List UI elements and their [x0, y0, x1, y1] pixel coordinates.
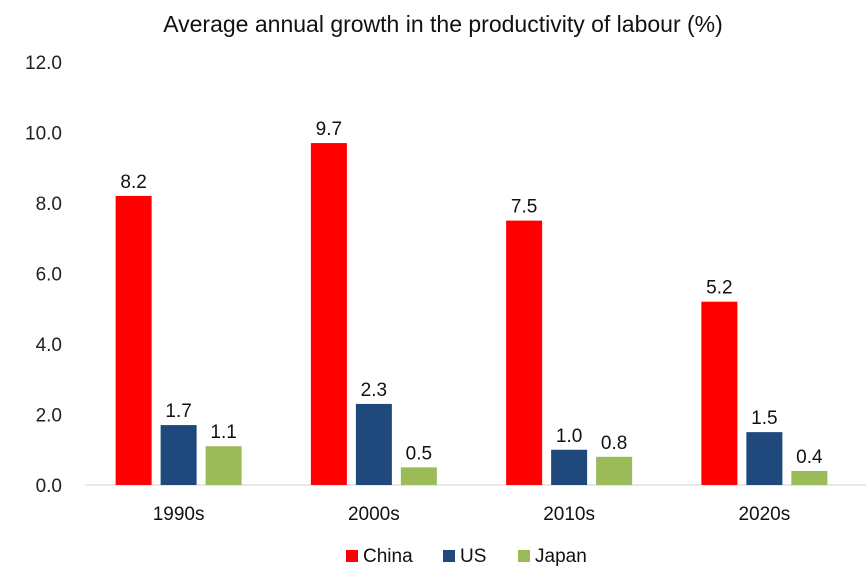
- legend-item-japan: Japan: [518, 546, 587, 567]
- legend-swatch: [346, 550, 358, 562]
- x-category-label: 2020s: [738, 504, 790, 525]
- bar-us-1990s: [160, 425, 197, 485]
- bar-japan-1990s: [205, 446, 242, 485]
- y-tick-label: 12.0: [25, 53, 62, 74]
- legend-label: Japan: [535, 546, 587, 567]
- bar-us-2010s: [551, 449, 588, 485]
- data-label-us-2020s: 1.5: [751, 408, 777, 429]
- legend-item-china: China: [346, 546, 413, 567]
- chart-title: Average annual growth in the productivit…: [163, 11, 723, 37]
- legend-swatch: [443, 550, 455, 562]
- data-label-china-2000s: 9.7: [316, 119, 342, 140]
- data-label-china-2020s: 5.2: [706, 278, 732, 299]
- data-label-japan-2010s: 0.8: [601, 433, 627, 454]
- bar-japan-2010s: [596, 456, 633, 485]
- bar-japan-2000s: [400, 467, 437, 485]
- bar-china-2020s: [701, 301, 738, 485]
- data-label-us-2010s: 1.0: [556, 426, 582, 447]
- legend-label: China: [363, 546, 413, 567]
- bars: [115, 143, 828, 485]
- bar-japan-2020s: [791, 470, 828, 485]
- data-label-us-2000s: 2.3: [361, 380, 387, 401]
- legend-swatch: [518, 550, 530, 562]
- x-axis-categories: 1990s 2000s 2010s 2020s: [153, 504, 791, 525]
- y-tick-label: 6.0: [36, 265, 62, 286]
- bar-us-2020s: [746, 432, 783, 485]
- y-tick-label: 0.0: [36, 476, 62, 497]
- bar-china-2000s: [310, 143, 347, 485]
- x-category-label: 2010s: [543, 504, 595, 525]
- y-tick-label: 10.0: [25, 124, 62, 145]
- y-tick-label: 2.0: [36, 406, 62, 427]
- x-category-label: 1990s: [153, 504, 205, 525]
- y-tick-label: 8.0: [36, 194, 62, 215]
- legend: China US Japan: [346, 546, 587, 567]
- x-category-label: 2000s: [348, 504, 400, 525]
- data-label-china-1990s: 8.2: [120, 172, 146, 193]
- data-label-china-2010s: 7.5: [511, 197, 537, 218]
- data-labels: 8.2 1.7 1.1 9.7 2.3 0.5 7.5 1.0 0.8 5.2 1.5 0.4: [120, 119, 823, 468]
- data-label-japan-2000s: 0.5: [406, 443, 432, 464]
- bar-china-2010s: [506, 220, 543, 485]
- y-tick-label: 4.0: [36, 335, 62, 356]
- data-label-japan-1990s: 1.1: [210, 422, 236, 443]
- legend-item-us: US: [443, 546, 486, 567]
- data-label-japan-2020s: 0.4: [796, 447, 823, 468]
- y-axis: 0.0 2.0 4.0 6.0 8.0 10.0 12.0: [25, 53, 62, 497]
- bar-us-2000s: [355, 403, 392, 485]
- legend-label: US: [460, 546, 486, 567]
- data-label-us-1990s: 1.7: [165, 401, 191, 422]
- bar-china-1990s: [115, 195, 152, 485]
